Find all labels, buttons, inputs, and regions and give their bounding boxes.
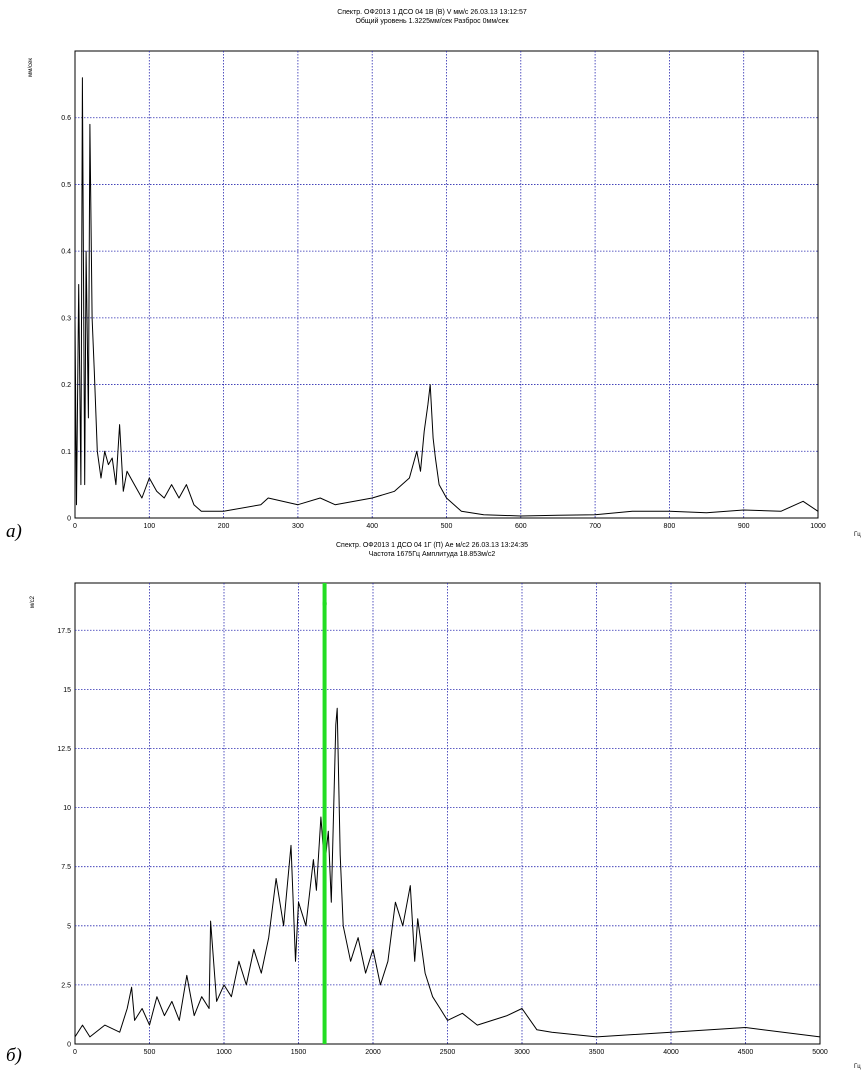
chart-b-panel-label: б): [6, 1045, 22, 1066]
chart-a-x-tick-label: 800: [664, 523, 676, 530]
chart-a-x-tick-label: 0: [73, 523, 77, 530]
chart-b-x-tick-label: 1000: [216, 1049, 232, 1056]
chart-a-x-tick-label: 400: [366, 523, 378, 530]
chart-b-x-axis-label: Гц: [854, 1064, 861, 1070]
chart-a-y-tick-label: 0.4: [61, 249, 71, 256]
chart-a-subtitle: Общий уровень 1.3225мм/сек Разброс 0мм/с…: [355, 18, 509, 25]
chart-a-x-tick-label: 700: [589, 523, 601, 530]
chart-b-series-line: [74, 707, 821, 1038]
chart-a-y-axis-label: мм/сек: [28, 58, 34, 77]
chart-b-x-tick-label: 3500: [589, 1049, 605, 1056]
chart-a-x-tick-label: 300: [292, 523, 304, 530]
chart-b-x-tick-label: 1500: [291, 1049, 307, 1056]
chart-a-y-tick-label: 0.5: [61, 182, 71, 189]
chart-b-y-tick-label: 10: [63, 805, 71, 812]
chart-b-y-tick-label: 12.5: [57, 746, 71, 753]
chart-a-x-tick-label: 100: [143, 523, 155, 530]
chart-b-y-tick-label: 17.5: [57, 628, 71, 635]
chart-a-x-tick-label: 900: [738, 523, 750, 530]
chart-b-x-tick-label: 5000: [812, 1049, 828, 1056]
chart-b-x-tick-label: 4000: [663, 1049, 679, 1056]
chart-b-y-tick-label: 5: [67, 923, 71, 930]
chart-a-y-tick-label: 0.6: [61, 115, 71, 122]
chart-b-y-tick-label: 0: [67, 1042, 71, 1049]
chart-b-x-tick-label: 3000: [514, 1049, 530, 1056]
chart-b-x-tick-label: 0: [73, 1049, 77, 1056]
chart-a-y-tick-label: 0.2: [61, 382, 71, 389]
chart-a-x-tick-label: 600: [515, 523, 527, 530]
chart-b-x-tick-label: 2000: [365, 1049, 381, 1056]
chart-b-y-tick-label: 2.5: [61, 982, 71, 989]
chart-a-y-tick-label: 0.3: [61, 315, 71, 322]
chart-a-title: Спектр. ОФ2013 1 ДСО 04 1В (В) V мм/с 26…: [337, 9, 527, 16]
chart-b-y-tick-label: 7.5: [61, 864, 71, 871]
chart-b-y-tick-label: 15: [63, 687, 71, 694]
chart-a-y-tick-label: 0: [67, 516, 71, 523]
chart-b-x-tick-label: 2500: [440, 1049, 456, 1056]
chart-b-y-axis-label: м/с2: [30, 595, 36, 608]
chart-b-x-tick-label: 500: [144, 1049, 156, 1056]
chart-b-title: Спектр. ОФ2013 1 ДСО 04 1Г (П) Ае м/с2 2…: [335, 542, 529, 549]
chart-a-series-line: [74, 77, 819, 517]
chart-a-panel-label: а): [6, 521, 22, 542]
chart-a-x-axis-label: Гц: [854, 532, 861, 538]
chart-a-x-tick-label: 200: [218, 523, 230, 530]
chart-a-plot-frame: [74, 50, 819, 519]
chart-b-cursor-marker: 0: [322, 599, 327, 609]
chart-b-x-tick-label: 4500: [738, 1049, 754, 1056]
chart-a-x-tick-label: 1000: [810, 523, 826, 530]
chart-a-y-tick-label: 0.1: [61, 449, 71, 456]
chart-b-subtitle: Частота 1675Гц Амплитуда 18.853м/с2: [368, 551, 496, 558]
chart-a-x-tick-label: 500: [441, 523, 453, 530]
